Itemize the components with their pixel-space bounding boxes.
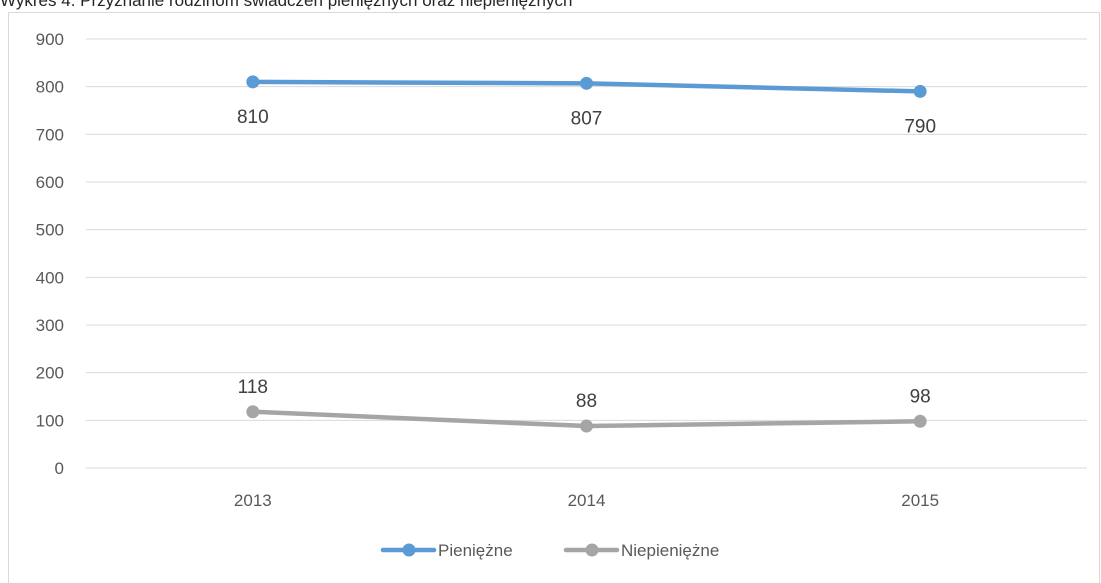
data-label: 98 [910, 386, 931, 407]
legend-marker-1 [585, 543, 599, 557]
y-tick-label: 100 [36, 411, 64, 430]
legend-label: Niepieniężne [621, 541, 719, 560]
series-layer [246, 75, 927, 433]
data-label: 118 [238, 377, 268, 398]
x-tick-label: 2014 [568, 491, 606, 510]
data-point [246, 75, 260, 89]
data-label: 88 [576, 391, 597, 412]
y-tick-label: 400 [36, 268, 64, 287]
y-tick-label: 900 [36, 30, 64, 49]
x-tick-label: 2015 [901, 491, 939, 510]
data-point [580, 419, 593, 433]
data-point [913, 414, 927, 428]
chart-area [8, 12, 1100, 583]
data-label: 807 [571, 108, 603, 129]
y-tick-label: 200 [36, 364, 64, 383]
x-tick-label: 2013 [234, 491, 272, 510]
legend: Pieniężne Niepieniężne [380, 541, 719, 560]
y-tick-label: 800 [36, 78, 64, 97]
y-tick-label: 600 [36, 173, 64, 192]
y-axis-ticks: 0 100 200 300 400 500 600 700 800 900 [36, 30, 64, 478]
y-tick-label: 0 [55, 459, 64, 478]
legend-marker-0 [402, 543, 416, 557]
y-tick-label: 500 [36, 221, 64, 240]
y-tick-label: 300 [36, 316, 64, 335]
data-label: 810 [237, 107, 269, 128]
data-label: 790 [904, 116, 936, 137]
data-point [246, 405, 260, 419]
legend-label: Pieniężne [438, 541, 513, 560]
data-labels: 810 807 790 118 88 98 [237, 107, 936, 412]
chart-title: Wykres 4. Przyznanie rodzinom świadczeń … [0, 0, 573, 10]
x-axis-ticks: 2013 2014 2015 [234, 491, 939, 510]
y-tick-label: 700 [36, 125, 64, 144]
data-point [913, 84, 927, 98]
data-point [580, 76, 593, 90]
